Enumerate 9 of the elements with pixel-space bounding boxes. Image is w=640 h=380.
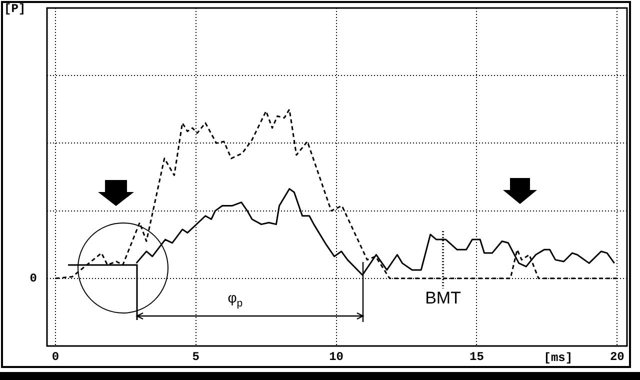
x-tick-label: 15 xyxy=(470,350,484,364)
ref-line-label: BMT xyxy=(425,288,461,308)
text: [P] xyxy=(4,2,26,16)
text: 0 xyxy=(30,271,37,286)
x-tick-label: 0 xyxy=(52,350,60,364)
x-tick-label: 10 xyxy=(329,350,344,364)
x-tick-label: 5 xyxy=(192,350,200,364)
x-tick-label: 20 xyxy=(610,350,624,364)
x-axis-title: [ms] xyxy=(544,351,573,366)
